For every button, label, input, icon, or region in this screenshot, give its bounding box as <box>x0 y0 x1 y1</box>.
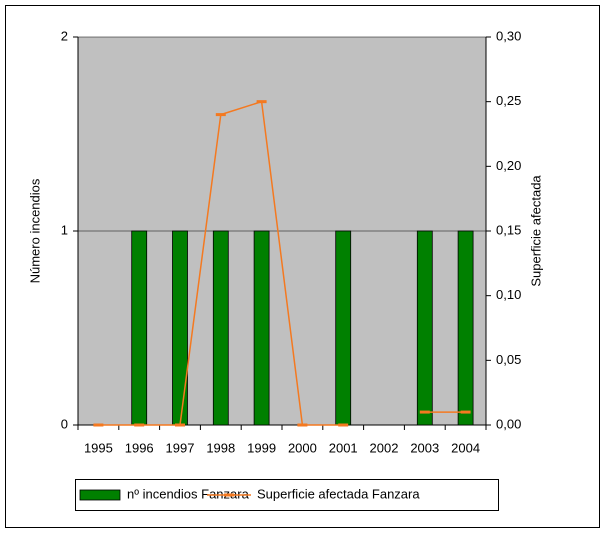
y2-tick-label: 0,00 <box>496 416 521 431</box>
y2-tick-label: 0,15 <box>496 222 521 237</box>
x-tick-label: 2001 <box>329 440 358 455</box>
y2-tick-label: 0,10 <box>496 287 521 302</box>
x-tick-label: 2002 <box>370 440 399 455</box>
y2-tick-label: 0,30 <box>496 28 521 43</box>
legend-swatch <box>79 489 121 501</box>
y2-tick-label: 0,05 <box>496 352 521 367</box>
bar <box>212 230 229 426</box>
y-tick-label: 2 <box>61 28 68 43</box>
y-axis-label: Número incendios <box>27 178 42 283</box>
legend-box <box>75 479 499 511</box>
bar <box>335 230 352 426</box>
y-tick-label: 1 <box>61 222 68 237</box>
x-tick-label: 1999 <box>247 440 276 455</box>
y2-axis-label: Superficie afectada <box>528 175 543 287</box>
legend-label: Superficie afectada Fanzara <box>257 486 420 501</box>
bar <box>131 230 148 426</box>
x-tick-label: 1996 <box>125 440 154 455</box>
bar <box>172 230 188 426</box>
y2-tick-label: 0,20 <box>496 158 521 173</box>
bar <box>457 230 474 426</box>
bar <box>416 230 433 426</box>
bar <box>253 230 270 426</box>
x-tick-label: 2000 <box>288 440 317 455</box>
x-tick-label: 1998 <box>206 440 235 455</box>
x-tick-label: 2003 <box>410 440 439 455</box>
x-tick-label: 2004 <box>451 440 480 455</box>
x-tick-label: 1995 <box>84 440 113 455</box>
legend-label: nº incendios Fanzara <box>127 486 250 501</box>
y2-tick-label: 0,25 <box>496 93 521 108</box>
y-tick-label: 0 <box>61 416 68 431</box>
x-tick-label: 1997 <box>166 440 195 455</box>
